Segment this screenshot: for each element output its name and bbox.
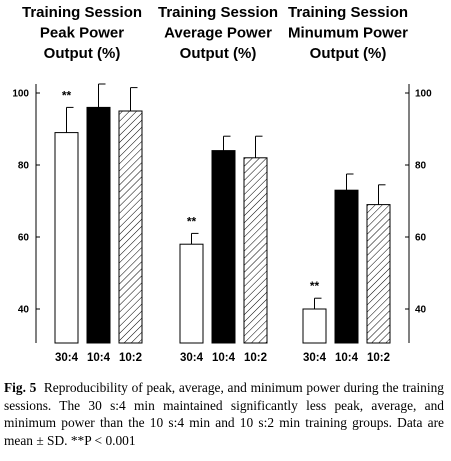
group-title-line: Training Session	[158, 4, 278, 21]
group-title-line: Output (%)	[180, 45, 257, 62]
group-title-line: Output (%)	[310, 45, 387, 62]
significance-marker: **	[62, 88, 72, 102]
bar-10-2	[243, 157, 268, 344]
significance-marker: **	[310, 279, 320, 293]
category-label: 30:4	[303, 352, 327, 364]
category-labels: 30:4 10:4 10:2 30:4 10:4 10:2 30:4 10:4 10:2	[55, 352, 390, 364]
left-tick-label: 100	[12, 89, 29, 100]
left-tick-label: 40	[18, 305, 30, 316]
bar-30-4	[179, 243, 204, 344]
right-tick-label: 100	[415, 89, 432, 100]
bar-10-4	[334, 189, 359, 344]
group-title-line: Average Power	[164, 25, 272, 42]
category-label: 30:4	[55, 352, 79, 364]
category-label: 10:2	[119, 352, 142, 364]
bar-10-4	[211, 150, 236, 344]
category-label: 10:2	[244, 352, 267, 364]
caption-text: Reproducibility of peak, average, and mi…	[4, 380, 444, 448]
bar-30-4	[302, 308, 327, 344]
category-label: 10:4	[212, 352, 236, 364]
power-output-chart: Training Session Peak Power Output (%) Trai…	[12, 4, 432, 364]
group-title-line: Minumum Power	[288, 25, 408, 42]
left-tick-label: 60	[18, 233, 30, 244]
figure-caption: Fig. 5 Reproducibility of peak, average,…	[4, 379, 444, 449]
category-label: 30:4	[180, 352, 204, 364]
category-label: 10:4	[335, 352, 359, 364]
right-tick-label: 40	[415, 305, 427, 316]
group-title-line: Training Session	[22, 4, 142, 21]
group-title-line: Peak Power	[40, 25, 124, 42]
bar-10-4	[86, 106, 111, 344]
group-title-line: Training Session	[288, 4, 408, 21]
category-label: 10:4	[87, 352, 111, 364]
bar-30-4	[54, 132, 79, 344]
axes: 40 40 60 60 80 80 100 100	[12, 84, 432, 343]
group-titles: Training Session Peak Power Output (%) Trai…	[22, 4, 408, 62]
right-tick-label: 80	[415, 161, 427, 172]
bar-10-2	[366, 204, 391, 344]
right-tick-label: 60	[415, 233, 427, 244]
category-label: 10:2	[367, 352, 390, 364]
caption-label: Fig. 5	[4, 380, 37, 395]
bar-10-2	[118, 110, 143, 344]
significance-marker: **	[187, 214, 197, 228]
left-tick-label: 80	[18, 161, 30, 172]
group-title-line: Output (%)	[44, 45, 121, 62]
bars: ** ** **	[54, 83, 391, 344]
